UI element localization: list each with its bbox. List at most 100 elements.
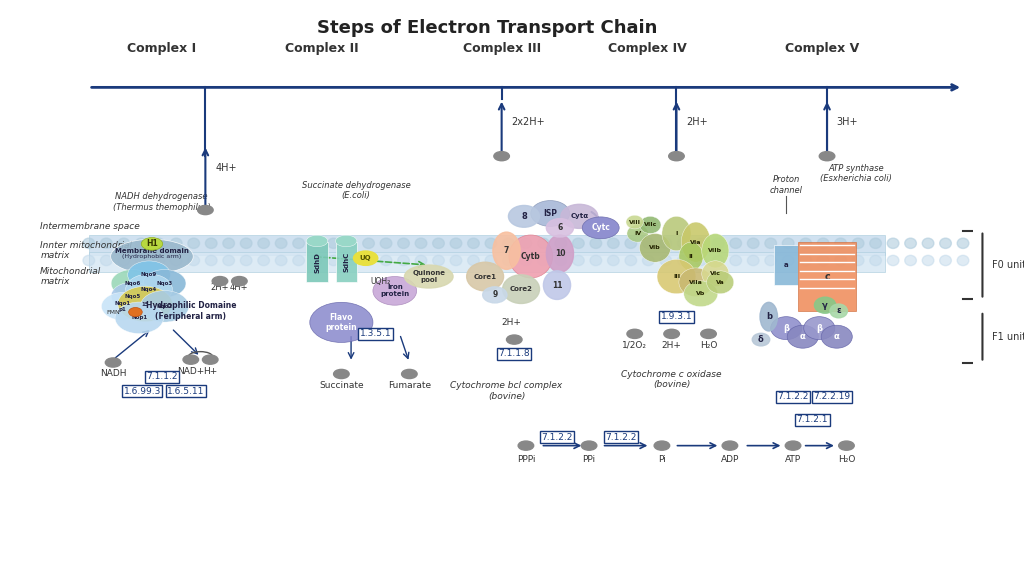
Ellipse shape bbox=[503, 275, 540, 304]
Text: γ: γ bbox=[822, 301, 828, 310]
Ellipse shape bbox=[713, 255, 724, 266]
Text: III: III bbox=[673, 274, 680, 279]
Ellipse shape bbox=[101, 293, 144, 320]
Ellipse shape bbox=[657, 259, 696, 294]
Text: Complex IV: Complex IV bbox=[608, 41, 687, 55]
Ellipse shape bbox=[678, 238, 689, 248]
Circle shape bbox=[401, 369, 417, 378]
Ellipse shape bbox=[520, 238, 531, 248]
Text: IV: IV bbox=[634, 231, 641, 236]
Ellipse shape bbox=[129, 308, 142, 317]
Text: Complex III: Complex III bbox=[463, 41, 541, 55]
Circle shape bbox=[582, 441, 597, 450]
Circle shape bbox=[105, 358, 121, 367]
Text: Succinate: Succinate bbox=[319, 381, 364, 390]
Ellipse shape bbox=[701, 233, 729, 268]
Ellipse shape bbox=[187, 255, 200, 266]
Text: (Hydrophobic arm): (Hydrophobic arm) bbox=[122, 254, 181, 259]
Text: 1.6.5.11: 1.6.5.11 bbox=[167, 386, 205, 396]
Ellipse shape bbox=[100, 238, 112, 248]
Ellipse shape bbox=[869, 238, 882, 248]
Ellipse shape bbox=[153, 238, 165, 248]
Ellipse shape bbox=[561, 204, 598, 229]
Ellipse shape bbox=[681, 222, 711, 262]
Ellipse shape bbox=[869, 255, 882, 266]
Ellipse shape bbox=[782, 238, 794, 248]
Ellipse shape bbox=[662, 217, 691, 251]
Ellipse shape bbox=[538, 255, 549, 266]
Ellipse shape bbox=[800, 238, 811, 248]
Text: 7.1.2.1: 7.1.2.1 bbox=[797, 415, 828, 425]
Ellipse shape bbox=[362, 255, 375, 266]
Ellipse shape bbox=[684, 281, 718, 306]
Circle shape bbox=[203, 355, 218, 364]
Ellipse shape bbox=[730, 255, 741, 266]
Text: 2H+: 2H+ bbox=[662, 341, 682, 350]
Text: 2H+: 2H+ bbox=[502, 318, 521, 327]
Ellipse shape bbox=[572, 255, 585, 266]
Text: c: c bbox=[824, 271, 829, 282]
Ellipse shape bbox=[782, 255, 794, 266]
Bar bbox=[89, 235, 886, 255]
Text: 1.9.3.1: 1.9.3.1 bbox=[660, 312, 692, 321]
Text: 7.1.2.2: 7.1.2.2 bbox=[777, 392, 809, 401]
Text: Mitochondrial
matrix: Mitochondrial matrix bbox=[40, 267, 101, 286]
Bar bbox=[798, 242, 856, 311]
Text: VIc: VIc bbox=[710, 271, 721, 276]
Text: 2H+: 2H+ bbox=[686, 117, 708, 127]
Ellipse shape bbox=[835, 238, 847, 248]
Ellipse shape bbox=[695, 238, 707, 248]
Ellipse shape bbox=[642, 255, 654, 266]
Text: α: α bbox=[800, 332, 806, 341]
Ellipse shape bbox=[241, 255, 252, 266]
Text: Nqo2: Nqo2 bbox=[157, 304, 173, 309]
Ellipse shape bbox=[503, 255, 514, 266]
Ellipse shape bbox=[940, 255, 951, 266]
Text: 2x2H+: 2x2H+ bbox=[511, 117, 545, 127]
Text: 15: 15 bbox=[141, 302, 148, 306]
Ellipse shape bbox=[241, 238, 252, 248]
Ellipse shape bbox=[143, 270, 186, 297]
Ellipse shape bbox=[538, 238, 549, 248]
Ellipse shape bbox=[310, 238, 322, 248]
Text: Steps of Electron Transport Chain: Steps of Electron Transport Chain bbox=[316, 18, 657, 37]
Ellipse shape bbox=[310, 302, 373, 343]
Ellipse shape bbox=[701, 261, 729, 287]
Text: Nqo5: Nqo5 bbox=[124, 294, 140, 298]
Text: β: β bbox=[783, 324, 790, 332]
Ellipse shape bbox=[957, 255, 969, 266]
Text: VIb: VIb bbox=[649, 245, 660, 251]
Ellipse shape bbox=[607, 255, 620, 266]
Ellipse shape bbox=[206, 238, 217, 248]
Ellipse shape bbox=[118, 286, 172, 322]
Text: Core1: Core1 bbox=[474, 274, 497, 279]
Ellipse shape bbox=[640, 233, 671, 262]
Ellipse shape bbox=[679, 242, 703, 271]
Ellipse shape bbox=[115, 302, 164, 334]
Ellipse shape bbox=[451, 238, 462, 248]
Text: Membrane domain: Membrane domain bbox=[115, 248, 188, 255]
Ellipse shape bbox=[590, 238, 602, 248]
Ellipse shape bbox=[380, 238, 392, 248]
Ellipse shape bbox=[695, 255, 707, 266]
Circle shape bbox=[212, 276, 227, 286]
Ellipse shape bbox=[467, 262, 504, 291]
Text: PPi: PPi bbox=[583, 456, 596, 464]
Ellipse shape bbox=[829, 304, 848, 318]
Ellipse shape bbox=[223, 238, 234, 248]
Ellipse shape bbox=[415, 238, 427, 248]
Text: ATP: ATP bbox=[785, 456, 801, 464]
Ellipse shape bbox=[503, 238, 514, 248]
Ellipse shape bbox=[713, 238, 724, 248]
Text: Fumarate: Fumarate bbox=[388, 381, 431, 390]
Bar bbox=[336, 242, 357, 282]
Text: Quinone
pool: Quinone pool bbox=[413, 270, 445, 283]
Ellipse shape bbox=[544, 271, 570, 300]
Text: II: II bbox=[689, 254, 693, 259]
Ellipse shape bbox=[336, 235, 357, 247]
Text: Nqo4: Nqo4 bbox=[141, 287, 157, 291]
Ellipse shape bbox=[905, 238, 916, 248]
Ellipse shape bbox=[310, 255, 322, 266]
Text: β: β bbox=[816, 324, 822, 332]
Text: H₂O: H₂O bbox=[838, 456, 855, 464]
